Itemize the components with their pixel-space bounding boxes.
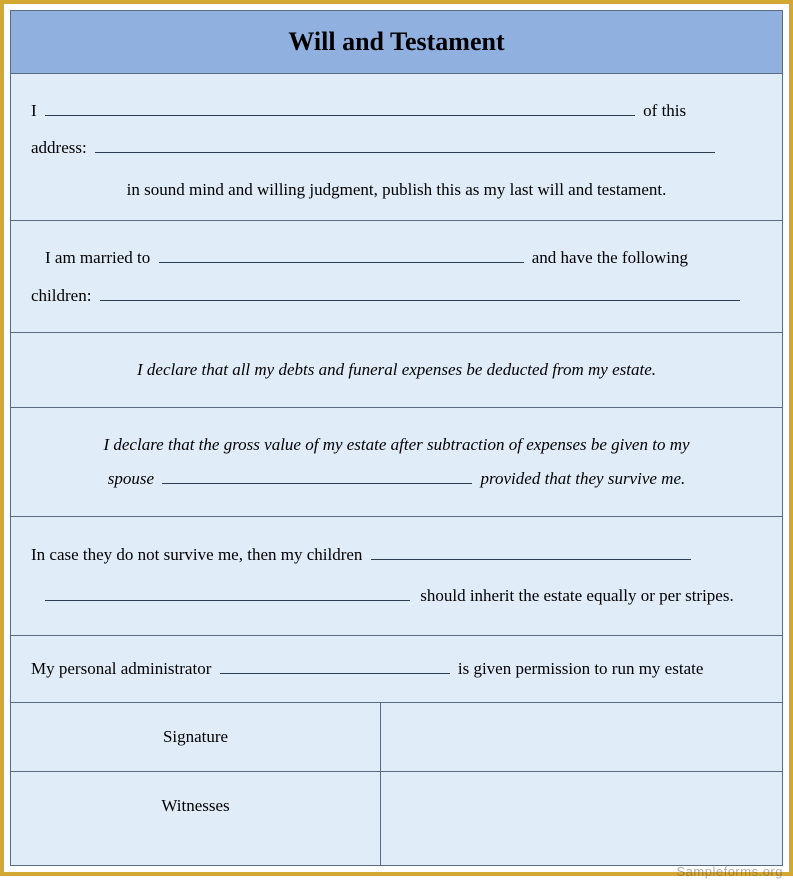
text-sound-mind: in sound mind and willing judgment, publ…	[127, 180, 667, 199]
inner-frame: Will and Testament I of this address: in…	[10, 10, 783, 866]
outer-frame: Will and Testament I of this address: in…	[0, 0, 793, 876]
blank-children[interactable]	[100, 282, 740, 301]
text-address: address:	[31, 138, 87, 157]
text-spouse: spouse	[108, 469, 154, 488]
blank-address[interactable]	[95, 135, 715, 154]
watermark: Sampleforms.org	[677, 864, 783, 879]
text-of-this: of this	[643, 101, 686, 120]
text-i: I	[31, 101, 37, 120]
blank-children-line1[interactable]	[371, 541, 691, 560]
section-administrator: My personal administrator is given permi…	[11, 636, 782, 704]
section-family: I am married to and have the following c…	[11, 221, 782, 333]
blank-children-line2[interactable]	[45, 582, 410, 601]
text-children: children:	[31, 286, 91, 305]
section-debts-declaration: I declare that all my debts and funeral …	[11, 333, 782, 408]
text-administrator: My personal administrator	[31, 659, 211, 678]
form-title: Will and Testament	[11, 11, 782, 74]
text-permission: is given permission to run my estate	[458, 659, 704, 678]
text-in-case: In case they do not survive me, then my …	[31, 545, 362, 564]
blank-name[interactable]	[45, 97, 635, 116]
row-witnesses: Witnesses	[11, 772, 782, 865]
blank-spouse-name[interactable]	[159, 245, 524, 264]
text-should-inherit: should inherit the estate equally or per…	[420, 586, 733, 605]
section-children-inherit: In case they do not survive me, then my …	[11, 517, 782, 636]
row-signature: Signature	[11, 703, 782, 772]
text-provided: provided that they survive me.	[481, 469, 686, 488]
section-declarant: I of this address: in sound mind and wil…	[11, 74, 782, 221]
text-gross-value: I declare that the gross value of my est…	[103, 435, 689, 454]
label-witnesses: Witnesses	[11, 772, 381, 865]
blank-spouse-beneficiary[interactable]	[162, 465, 472, 484]
field-witnesses[interactable]	[381, 772, 782, 865]
field-signature[interactable]	[381, 703, 782, 771]
label-signature: Signature	[11, 703, 381, 771]
text-married-to: I am married to	[45, 248, 150, 267]
blank-administrator[interactable]	[220, 655, 450, 674]
text-debts: I declare that all my debts and funeral …	[137, 360, 656, 379]
text-and-following: and have the following	[532, 248, 688, 267]
section-estate-spouse: I declare that the gross value of my est…	[11, 408, 782, 517]
